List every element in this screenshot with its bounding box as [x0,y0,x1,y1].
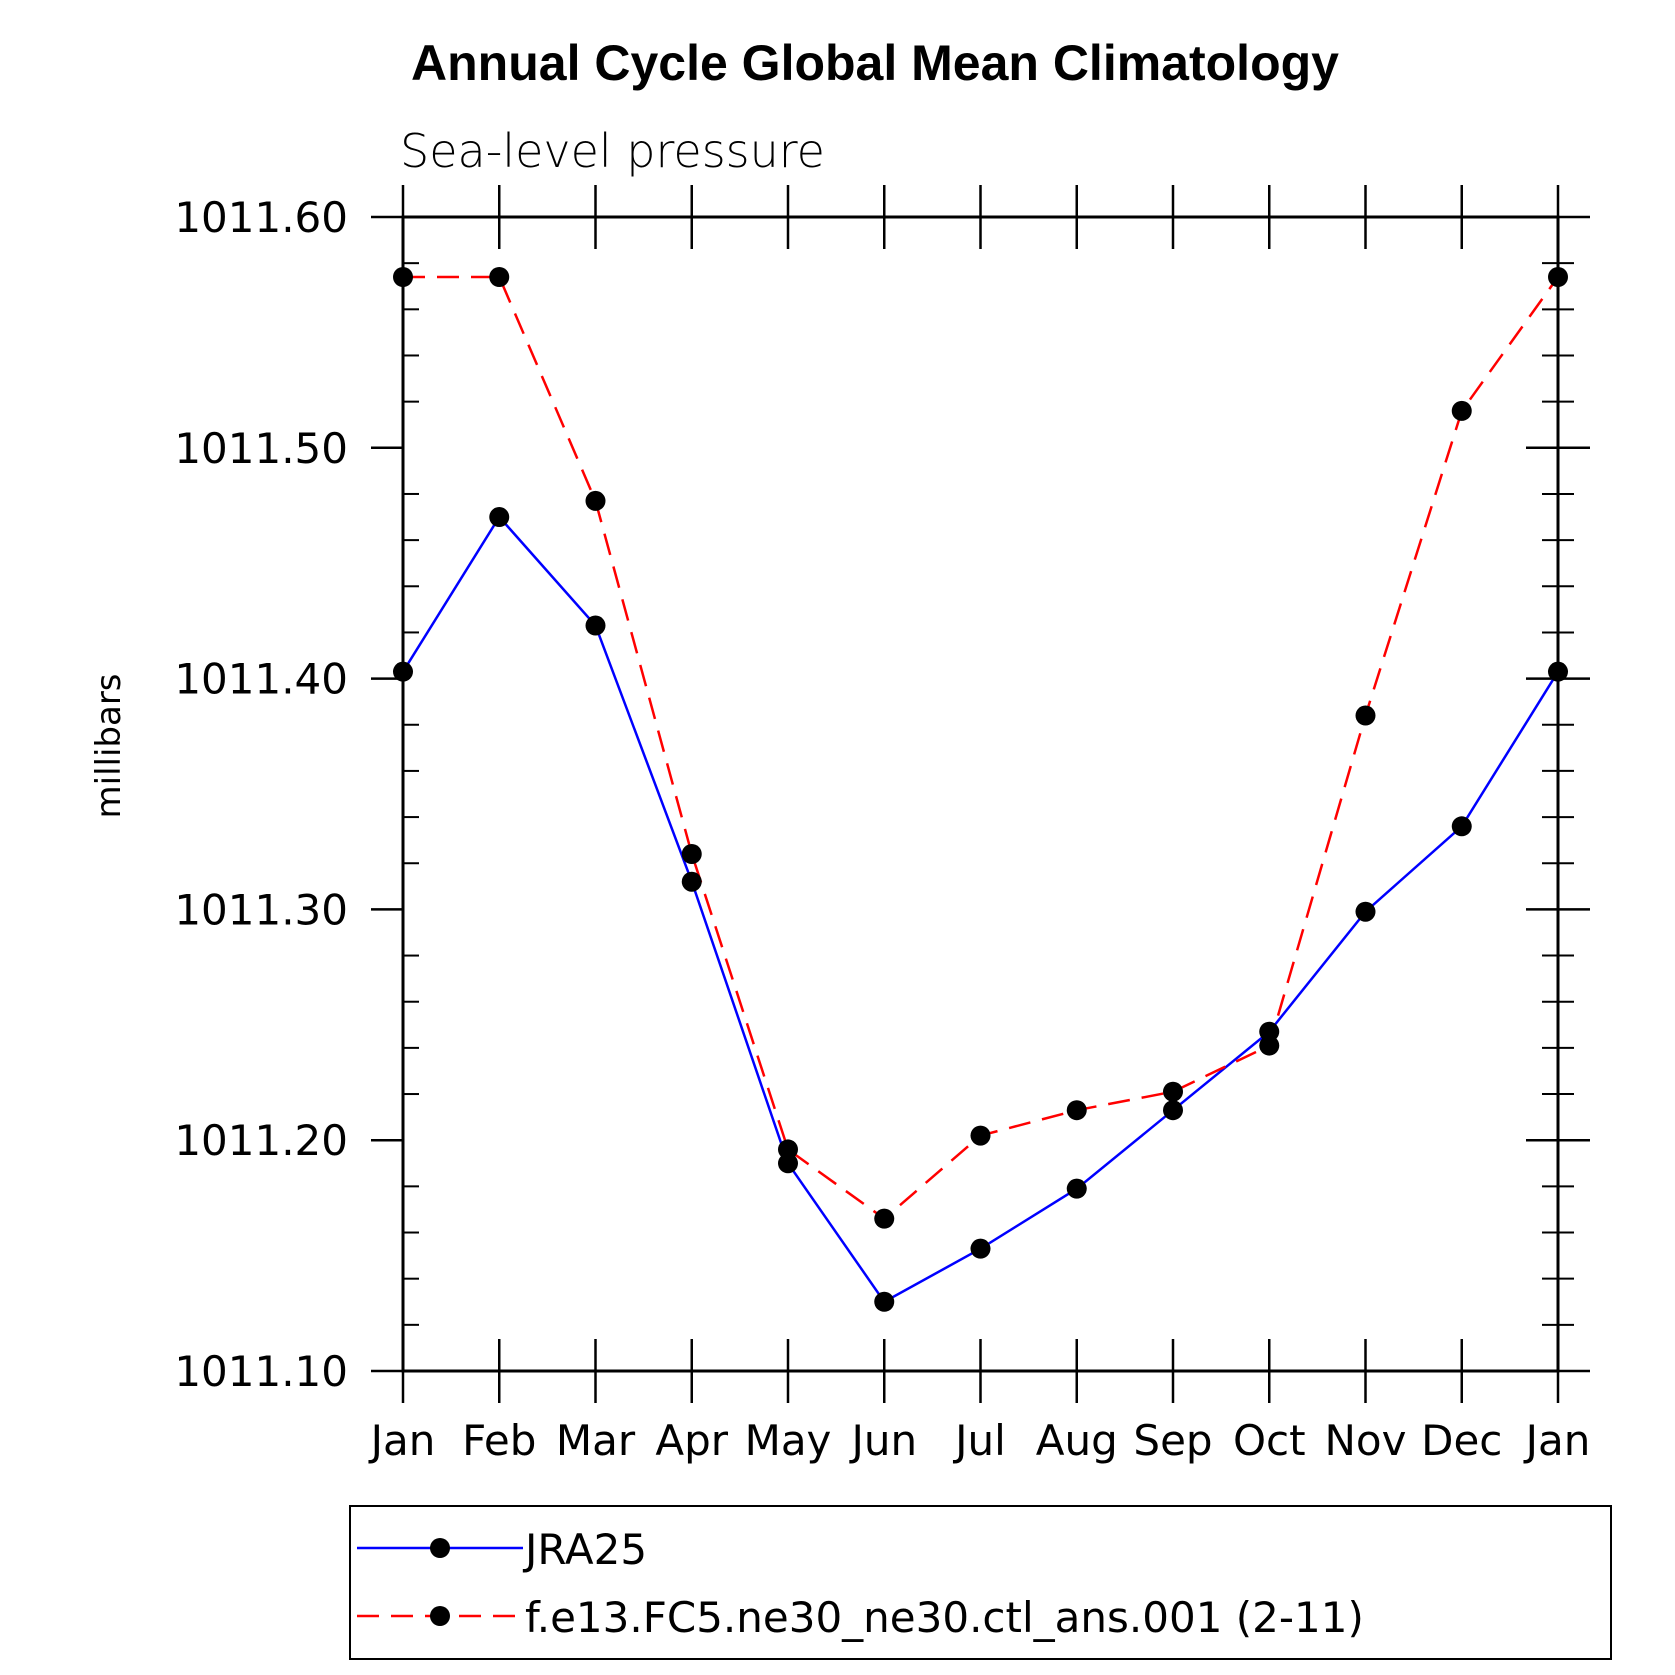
x-tick-label: Jul [952,1416,1006,1465]
x-tick-label: Feb [462,1416,536,1465]
data-point-series-1 [1451,400,1472,421]
data-point-series-0 [1451,816,1472,837]
legend-label-jra25: JRA25 [522,1525,647,1574]
data-point-series-1 [1355,705,1376,726]
y-tick-label: 1011.40 [174,655,348,704]
data-point-series-0 [970,1238,991,1259]
chart-title: Annual Cycle Global Mean Climatology [411,35,1339,91]
data-point-series-1 [874,1208,895,1229]
chart-subtitle: Sea-level pressure [400,124,825,178]
y-tick-label: 1011.50 [174,424,348,473]
data-point-series-1 [1066,1100,1087,1121]
data-point-series-0 [489,507,510,528]
x-tick-label: Aug [1036,1416,1118,1465]
series-line-0 [401,514,1560,1304]
y-axis-label: millibars [89,673,129,818]
x-tick-label: Jan [1523,1416,1591,1465]
legend: JRA25 f.e13.FC5.ne30_ne30.ctl_ans.001 (2… [349,1505,1612,1660]
legend-marker-jra25 [430,1538,450,1558]
x-tick-label: Jan [368,1416,436,1465]
y-tick-label: 1011.60 [174,193,348,242]
plot-frame [401,215,1560,1373]
x-tick-label: Mar [556,1416,636,1465]
y-tick-label: 1011.10 [174,1347,348,1396]
data-point-series-0 [1259,1021,1280,1042]
legend-label-model: f.e13.FC5.ne30_ne30.ctl_ans.001 (2-11) [525,1593,1364,1642]
series-layer [393,267,1568,1312]
data-point-series-0 [1355,901,1376,922]
y-tick-label: 1011.20 [174,1116,348,1165]
data-point-series-1 [585,490,606,511]
axes: 1011.10 1011.20 1011.30 1011.40 1011.50 1011.… [174,185,1590,1465]
series-line-1 [403,275,1560,1221]
legend-box [349,1505,1612,1660]
data-point-series-1 [778,1139,798,1160]
data-point-series-0 [874,1291,895,1312]
data-point-series-1 [1259,1035,1280,1056]
data-point-series-0 [1163,1100,1183,1121]
x-tick-label: Oct [1233,1416,1306,1465]
y-tick-label: 1011.30 [174,885,348,934]
x-tick-label: Sep [1133,1416,1212,1465]
x-tick-label: Nov [1325,1416,1407,1465]
data-point-series-0 [778,1153,798,1174]
data-point-series-1 [970,1125,991,1146]
x-tick-label: Dec [1421,1416,1502,1465]
x-tick-label: Apr [655,1416,728,1465]
x-tick-label: May [745,1416,832,1465]
data-point-series-1 [681,844,702,865]
data-point-series-0 [681,871,702,892]
x-tick-label: Jun [848,1416,917,1465]
legend-marker-model [430,1606,450,1626]
data-point-series-0 [585,615,606,636]
data-point-series-0 [1066,1178,1087,1199]
data-point-series-1 [489,267,510,288]
data-point-series-1 [1163,1081,1183,1102]
